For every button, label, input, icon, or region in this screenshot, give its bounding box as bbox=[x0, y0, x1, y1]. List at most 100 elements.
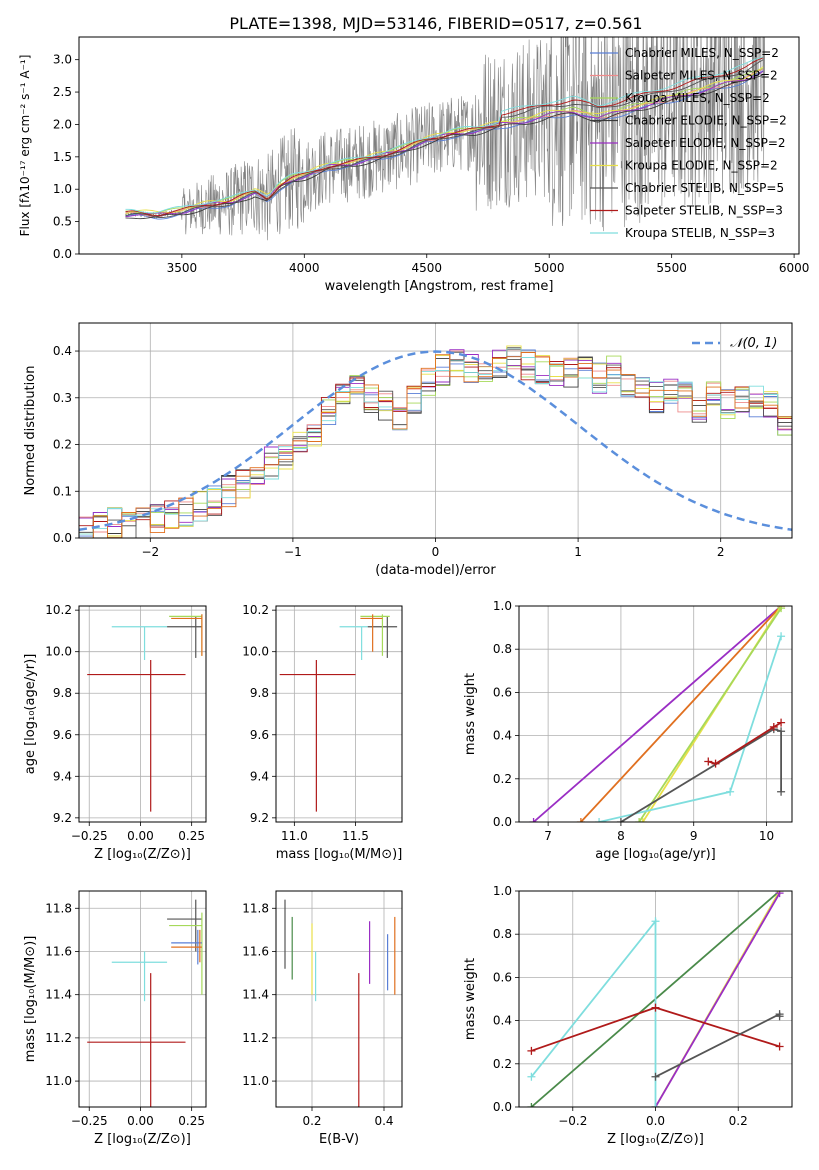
x-tick-label: 0.4 bbox=[374, 1114, 393, 1128]
x-tick-label: 2 bbox=[717, 545, 725, 559]
data-point-marker bbox=[726, 787, 735, 796]
y-tick-label: 0.4 bbox=[493, 729, 512, 743]
histogram-step-orange bbox=[79, 352, 792, 538]
x-tick-label: 1 bbox=[574, 545, 582, 559]
y-tick-label: 11.6 bbox=[242, 944, 269, 958]
y-tick-label: 11.8 bbox=[242, 901, 269, 915]
axes-frame bbox=[78, 322, 793, 539]
x-tick-label: 0.0 bbox=[646, 1114, 665, 1128]
y-tick-label: 10.0 bbox=[242, 645, 269, 659]
data-point-marker bbox=[777, 727, 786, 736]
y-axis-label: Normed distribution bbox=[23, 366, 38, 496]
x-tick-label: −0.2 bbox=[558, 1114, 587, 1128]
data-point-marker bbox=[527, 1103, 536, 1107]
x-tick-label: 5500 bbox=[656, 261, 687, 275]
y-tick-label: 11.8 bbox=[45, 901, 72, 915]
legend-entry: Salpeter STELIB, N_SSP=3 bbox=[625, 204, 783, 218]
mass-weight-line bbox=[598, 635, 782, 822]
x-tick-label: 11.0 bbox=[281, 829, 308, 843]
plot-area bbox=[284, 899, 396, 1107]
x-tick-label: −1 bbox=[284, 545, 302, 559]
plot-area bbox=[527, 891, 784, 1107]
x-tick-label: 4000 bbox=[289, 261, 320, 275]
y-axis-label: mass weight bbox=[463, 958, 478, 1040]
legend-entry: Salpeter ELODIE, N_SSP=2 bbox=[625, 136, 786, 150]
y-tick-label: 0.5 bbox=[53, 215, 72, 229]
model-spectrum-line-chabrier-stelib bbox=[125, 59, 764, 218]
legend-entry: Kroupa STELIB, N_SSP=3 bbox=[625, 226, 775, 240]
mass-weight-line bbox=[655, 1012, 781, 1078]
x-tick-label: 8 bbox=[617, 829, 625, 843]
y-tick-label: 2.5 bbox=[53, 85, 72, 99]
y-tick-label: 0.2 bbox=[493, 1057, 512, 1071]
axes-frame bbox=[78, 605, 207, 823]
x-tick-label: 0 bbox=[432, 545, 440, 559]
data-point-marker bbox=[595, 818, 604, 822]
y-tick-label: 10.2 bbox=[45, 603, 72, 617]
y-tick-label: 0.8 bbox=[493, 927, 512, 941]
histogram-step-salpeter-stelib bbox=[79, 349, 792, 528]
residual-histogram-panel: −2 −1 0 1 2 0.0 0.1 0.2 0.3 0.4 (data-model)/error… bbox=[23, 322, 793, 578]
data-point-marker bbox=[711, 759, 720, 768]
data-point-marker bbox=[529, 818, 538, 822]
legend-entry: Kroupa ELODIE, N_SSP=2 bbox=[625, 159, 778, 173]
data-point-marker bbox=[527, 1072, 536, 1081]
histogram-step-kroupa-stelib bbox=[79, 348, 792, 535]
y-axis-label: age [log₁₀(age/yr)] bbox=[23, 654, 38, 775]
y-tick-label: 0.0 bbox=[493, 1100, 512, 1114]
axes-frame bbox=[78, 36, 800, 255]
y-tick-label: 11.2 bbox=[242, 1031, 269, 1045]
spectrum-panel: 3500 4000 4500 5000 5500 6000 0.0 0.5 1.0 1.5 2.0 2… bbox=[18, 36, 809, 294]
normal-distribution-curve bbox=[79, 350, 792, 532]
x-tick-label: 4500 bbox=[411, 261, 442, 275]
y-tick-label: 11.4 bbox=[242, 988, 269, 1002]
age-vs-metallicity-panel: −0.25 0.00 0.25 9.2 9.4 9.6 9.8 10.0 10.2 Z [log₁… bbox=[23, 603, 207, 862]
x-axis-label: age [log₁₀(age/yr)] bbox=[595, 847, 716, 862]
y-tick-label: 9.6 bbox=[250, 728, 269, 742]
x-tick-label: −2 bbox=[141, 545, 159, 559]
legend-entry: Chabrier ELODIE, N_SSP=2 bbox=[625, 114, 787, 128]
mass-weight-vs-age-panel: 7 8 9 10 0.0 0.2 0.4 0.6 0.8 1.0 age [log₁₀(age/yr… bbox=[463, 599, 793, 862]
mass-weight-line bbox=[620, 728, 782, 822]
data-point-marker bbox=[651, 1003, 660, 1012]
y-tick-label: 11.2 bbox=[45, 1031, 72, 1045]
y-tick-label: 1.0 bbox=[493, 884, 512, 898]
y-axis-label: mass [log₁₀(M/M⊙)] bbox=[23, 936, 38, 1063]
mass-vs-metallicity-panel: −0.25 0.00 0.25 11.0 11.2 11.4 11.6 11.8 Z [log₁… bbox=[23, 890, 207, 1147]
mass-weight-line bbox=[533, 606, 782, 822]
y-tick-label: 3.0 bbox=[53, 53, 72, 67]
histogram-step-chabrier-miles bbox=[79, 349, 792, 537]
data-point-marker bbox=[777, 787, 786, 796]
data-point-marker bbox=[775, 891, 784, 898]
mass-weight-line bbox=[708, 721, 782, 765]
y-tick-label: 11.4 bbox=[45, 988, 72, 1002]
y-tick-label: 10.0 bbox=[45, 645, 72, 659]
data-point-marker bbox=[651, 1103, 660, 1107]
y-tick-label: 0.2 bbox=[493, 772, 512, 786]
y-tick-label: 11.0 bbox=[242, 1074, 269, 1088]
y-tick-label: 0.0 bbox=[493, 815, 512, 829]
data-point-marker bbox=[775, 1012, 784, 1021]
mass-vs-extinction-panel: 0.2 0.4 11.0 11.2 11.4 11.6 11.8 E(B-V) bbox=[242, 890, 403, 1147]
x-tick-label: 0.25 bbox=[178, 829, 205, 843]
model-spectrum-line-salpeter-elodie bbox=[125, 70, 764, 218]
x-axis-label: Z [log₁₀(Z/Z⊙)] bbox=[94, 1132, 191, 1147]
legend-entry: Salpeter MILES, N_SSP=2 bbox=[625, 69, 778, 83]
x-tick-label: 0.2 bbox=[729, 1114, 748, 1128]
data-point-marker bbox=[638, 818, 647, 822]
data-point-marker bbox=[769, 722, 778, 731]
x-tick-label: 9 bbox=[690, 829, 698, 843]
y-tick-label: 9.4 bbox=[53, 769, 72, 783]
data-point-marker bbox=[777, 718, 786, 727]
y-tick-label: 0.1 bbox=[53, 484, 72, 498]
y-tick-label: 1.5 bbox=[53, 150, 72, 164]
y-axis-label: Flux [fλ10⁻¹⁷ erg cm⁻² s⁻¹ A⁻¹] bbox=[18, 55, 32, 237]
x-tick-label: 11.5 bbox=[342, 829, 369, 843]
axes-frame bbox=[518, 890, 793, 1108]
y-tick-label: 11.0 bbox=[45, 1074, 72, 1088]
mass-weight-vs-metallicity-panel: −0.2 0.0 0.2 0.0 0.2 0.4 0.6 0.8 1.0 Z [log₁₀(Z/Z… bbox=[463, 884, 793, 1147]
x-axis-label: Z [log₁₀(Z/Z⊙)] bbox=[94, 847, 191, 862]
y-tick-label: 0.0 bbox=[53, 247, 72, 261]
data-point-marker bbox=[651, 1072, 660, 1081]
